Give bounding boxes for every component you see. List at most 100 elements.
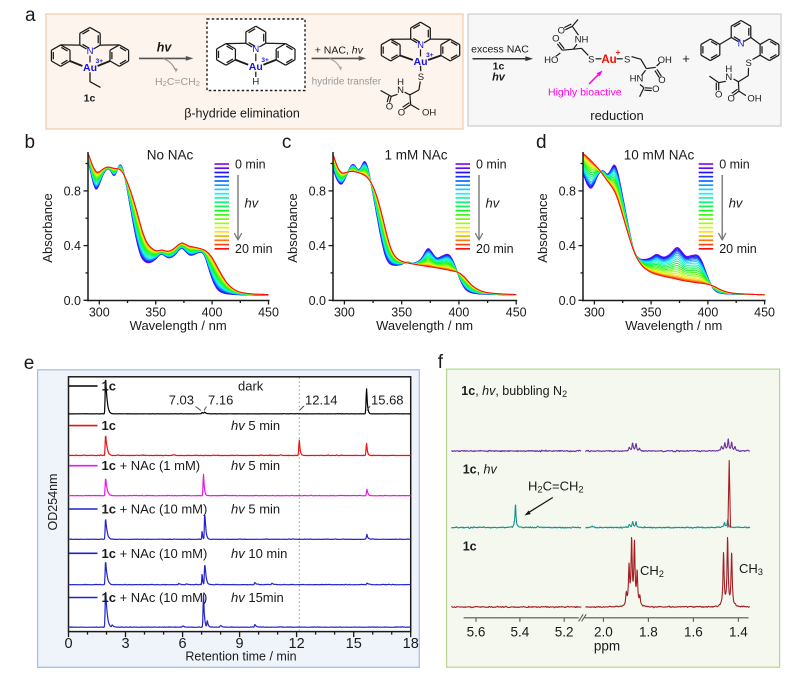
svg-text:f: f <box>438 352 444 373</box>
svg-text:OH: OH <box>658 55 672 66</box>
svg-text:1c + NAc (10 mM): 1c + NAc (10 mM) <box>102 590 208 605</box>
svg-text:1.6: 1.6 <box>684 625 703 640</box>
svg-text:18: 18 <box>403 636 419 652</box>
svg-text:350: 350 <box>641 306 662 320</box>
svg-text:10 mM NAc: 10 mM NAc <box>624 148 695 163</box>
svg-text:+: + <box>682 51 690 66</box>
svg-text:6: 6 <box>179 636 187 652</box>
svg-text:H: H <box>252 76 259 87</box>
svg-text:5.4: 5.4 <box>511 625 530 640</box>
svg-text:Wavelength / nm: Wavelength / nm <box>625 318 722 333</box>
svg-text:hv: hv <box>492 72 506 84</box>
svg-text:OH: OH <box>747 93 761 104</box>
svg-text:300: 300 <box>334 306 355 320</box>
svg-text:ppm: ppm <box>594 639 620 654</box>
svg-text:O: O <box>386 101 393 112</box>
svg-text:hv: hv <box>157 41 173 55</box>
svg-text:1c, hv, bubbling N2: 1c, hv, bubbling N2 <box>461 384 567 399</box>
svg-text:Au: Au <box>249 61 263 73</box>
svg-text:hydride transfer: hydride transfer <box>312 77 382 88</box>
svg-text:O: O <box>398 107 405 118</box>
svg-text:450: 450 <box>258 306 279 320</box>
svg-text:S: S <box>418 72 424 83</box>
svg-text:0: 0 <box>64 636 72 652</box>
svg-text:hv 10 min: hv 10 min <box>231 546 287 561</box>
svg-text:Au: Au <box>83 62 97 74</box>
svg-text:300: 300 <box>89 306 110 320</box>
svg-text:N: N <box>252 44 259 55</box>
svg-text:OH: OH <box>422 107 436 118</box>
svg-text:OD254nm: OD254nm <box>46 474 60 531</box>
svg-text:S: S <box>624 55 630 66</box>
svg-text:3: 3 <box>121 636 129 652</box>
svg-text:9: 9 <box>236 636 244 652</box>
svg-text:0.4: 0.4 <box>559 239 576 253</box>
svg-text:1 mM NAc: 1 mM NAc <box>384 148 447 163</box>
svg-text:H: H <box>725 64 732 75</box>
svg-text:hv 5 min: hv 5 min <box>231 418 280 433</box>
svg-text:12.14: 12.14 <box>305 393 338 408</box>
svg-text:N: N <box>417 40 424 51</box>
svg-text:1c + NAc (1 mM): 1c + NAc (1 mM) <box>102 458 201 473</box>
svg-text:0.4: 0.4 <box>309 239 326 253</box>
svg-text:S: S <box>588 55 594 66</box>
svg-text:1.4: 1.4 <box>729 625 748 640</box>
svg-text:HO: HO <box>544 55 558 66</box>
svg-text:b: b <box>25 132 36 153</box>
svg-text:Wavelength / nm: Wavelength / nm <box>376 318 473 333</box>
svg-text:1c + NAc (10 mM): 1c + NAc (10 mM) <box>102 502 208 517</box>
svg-text:O: O <box>552 33 559 44</box>
svg-text:hv 15min: hv 15min <box>231 590 284 605</box>
svg-text:+: + <box>616 47 621 57</box>
svg-text:450: 450 <box>754 306 775 320</box>
svg-text:350: 350 <box>391 306 412 320</box>
svg-text:3+: 3+ <box>261 57 269 64</box>
svg-text:0 min: 0 min <box>719 158 750 172</box>
svg-text:Absorbance: Absorbance <box>40 193 55 262</box>
svg-text:350: 350 <box>145 306 166 320</box>
svg-text:2.0: 2.0 <box>594 625 613 640</box>
svg-text:0 min: 0 min <box>235 158 266 172</box>
svg-text:1c: 1c <box>102 418 116 433</box>
svg-text:20 min: 20 min <box>719 242 757 256</box>
svg-text:1.8: 1.8 <box>639 625 658 640</box>
svg-text:300: 300 <box>584 306 605 320</box>
svg-text:hv 5 min: hv 5 min <box>231 502 280 517</box>
svg-text:S: S <box>746 58 752 69</box>
svg-text:15: 15 <box>346 636 362 652</box>
svg-text:1c, hv: 1c, hv <box>463 463 498 477</box>
svg-text:0 min: 0 min <box>476 158 507 172</box>
svg-text:hv: hv <box>729 196 744 211</box>
svg-text:Retention time / min: Retention time / min <box>185 650 296 664</box>
svg-text:3+: 3+ <box>96 58 104 65</box>
svg-text:0.4: 0.4 <box>64 239 81 253</box>
svg-text:7.03: 7.03 <box>169 393 194 408</box>
svg-text:hv 5 min: hv 5 min <box>231 458 280 473</box>
svg-text:15.68: 15.68 <box>371 393 404 408</box>
svg-text:O: O <box>658 75 665 86</box>
svg-text:NH: NH <box>575 35 589 46</box>
svg-text:hv: hv <box>486 196 501 211</box>
svg-text:N: N <box>725 72 732 83</box>
svg-text:0.0: 0.0 <box>559 294 576 308</box>
svg-text:0.0: 0.0 <box>309 294 326 308</box>
svg-text:Au: Au <box>601 54 616 66</box>
svg-text:d: d <box>536 132 547 153</box>
svg-text:3+: 3+ <box>426 52 434 59</box>
svg-text:c: c <box>282 132 292 153</box>
svg-text:400: 400 <box>448 306 469 320</box>
svg-text:O: O <box>728 94 735 105</box>
svg-text:excess NAC: excess NAC <box>471 44 529 56</box>
svg-text:Highly bioactive: Highly bioactive <box>548 87 622 99</box>
svg-text:Wavelength / nm: Wavelength / nm <box>130 318 227 333</box>
svg-text:dark: dark <box>238 379 264 394</box>
svg-text:β-hydride elimination: β-hydride elimination <box>184 107 300 121</box>
svg-text:0.8: 0.8 <box>64 184 81 198</box>
svg-text:1c: 1c <box>84 93 96 105</box>
svg-text:12: 12 <box>289 636 305 652</box>
svg-text:400: 400 <box>202 306 223 320</box>
svg-text:+ NAC, hv: + NAC, hv <box>315 44 364 56</box>
svg-text:hv: hv <box>245 196 260 211</box>
svg-text:O: O <box>558 25 565 36</box>
svg-text:Absorbance: Absorbance <box>535 193 550 262</box>
